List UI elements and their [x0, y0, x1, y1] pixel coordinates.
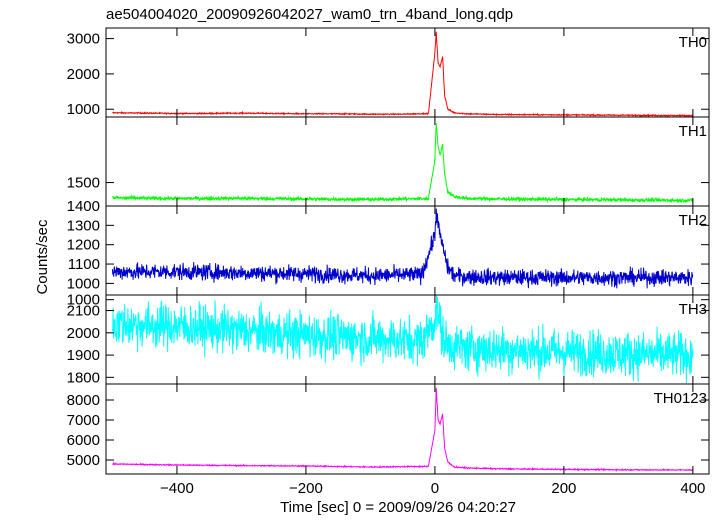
panel-frame [105, 27, 710, 118]
series-line-th3 [111, 294, 694, 384]
x-tick-label: 400 [680, 480, 705, 497]
y-tick-label: 1500 [67, 175, 100, 192]
series-line-th1 [111, 123, 694, 204]
panel-th0123: 5000 6000 7000 8000 TH0123 [67, 383, 710, 475]
panel-label-th2: TH2 [679, 212, 707, 229]
x-tick-label: −200 [289, 480, 323, 497]
y-tick-label: 5000 [67, 452, 100, 469]
x-tick-label: 200 [551, 480, 576, 497]
y-tick-label: 2100 [67, 303, 100, 320]
panel-th2: 1000 1100 1200 1300 TH2 [67, 205, 710, 296]
panel-th0: 1000 2000 3000 TH0 [67, 27, 710, 118]
y-tick-label: 1000 [67, 292, 100, 309]
y-tick-label: 8000 [67, 392, 100, 409]
panel-label-th1: TH1 [679, 123, 707, 140]
y-tick-label: 1400 [67, 198, 100, 215]
panel-label-th0: TH0 [679, 34, 707, 51]
y-tick-label: 1300 [67, 217, 100, 234]
panel-th3: 1800 1900 2000 2100 TH3 [67, 294, 710, 386]
panel-frame [105, 116, 710, 207]
chart-title: ae504004020_20090926042027_wam0_trn_4ban… [106, 6, 513, 23]
y-tick-label: 1800 [67, 369, 100, 386]
y-tick-label: 1000 [67, 275, 100, 292]
x-axis-label: Time [sec] 0 = 2009/09/26 04:20:27 [280, 499, 516, 516]
panel-frame [105, 383, 710, 475]
panel-label-th3: TH3 [679, 301, 707, 318]
x-tick-label: −400 [160, 480, 194, 497]
y-tick-label: 2000 [67, 66, 100, 83]
y-tick-label: 7000 [67, 412, 100, 429]
x-tick-label: 0 [431, 480, 439, 497]
y-tick-label: 3000 [67, 31, 100, 48]
series-line-th0123 [112, 387, 694, 473]
y-tick-label: 1900 [67, 347, 100, 364]
y-tick-label: 1000 [67, 101, 100, 118]
y-tick-label: 2000 [67, 325, 100, 342]
y-tick-label: 1100 [68, 256, 100, 273]
series-line-th2 [111, 208, 694, 289]
panel-label-th0123: TH0123 [654, 390, 707, 407]
y-tick-label: 1200 [67, 237, 100, 254]
y-tick-label: 6000 [67, 432, 100, 449]
y-axis-label: Counts/sec [34, 219, 51, 295]
series-line-th0 [112, 31, 694, 118]
